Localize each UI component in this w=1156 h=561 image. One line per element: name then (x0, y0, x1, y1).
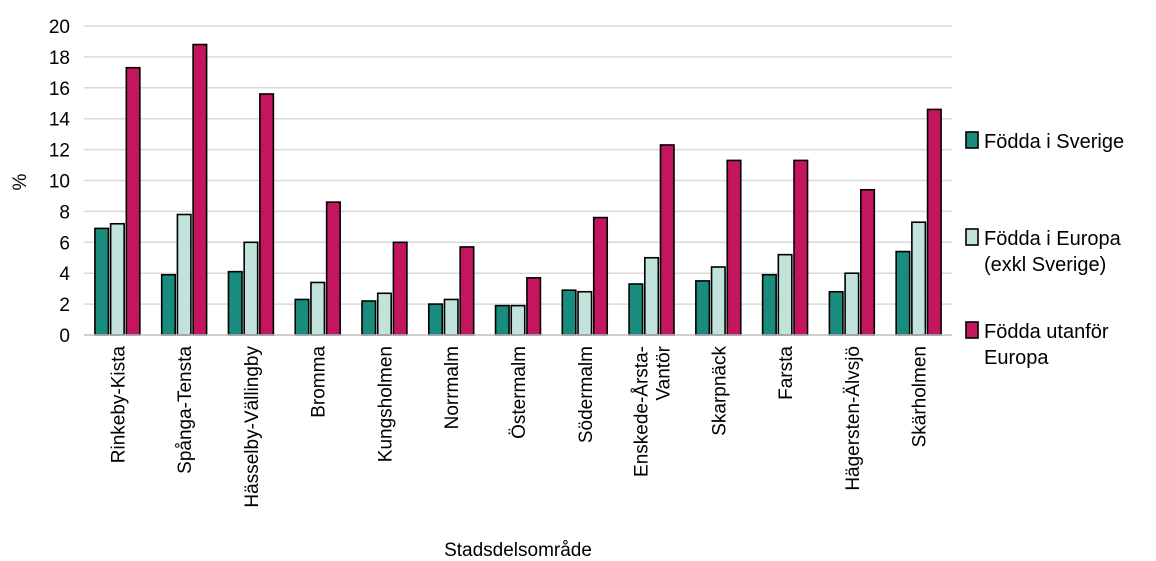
category-label: Skarpnäck (709, 346, 730, 436)
bar (109, 222, 125, 336)
category-label: Hägersten-Älvsjö (843, 346, 864, 491)
bar (844, 272, 860, 336)
category-label: Norrmalm (442, 346, 463, 429)
legend: Födda i Sverige Födda i Europa (exkl Sveri… (965, 131, 1124, 369)
bar (761, 273, 777, 336)
bar (561, 289, 577, 336)
y-tick-label: 16 (49, 79, 70, 100)
bar (510, 304, 526, 336)
y-tick-label: 12 (49, 141, 70, 162)
y-axis-title: % (10, 173, 31, 190)
category-label: Vantör (654, 345, 675, 400)
bar (294, 298, 310, 336)
bar (494, 304, 510, 336)
bar (895, 250, 911, 336)
bar (125, 66, 141, 336)
bar (859, 188, 876, 336)
bar (376, 292, 393, 336)
y-tick-label: 4 (59, 264, 70, 285)
bar (911, 221, 927, 336)
category-label: Enskede-Årsta- (632, 346, 653, 477)
y-tick-label: 6 (59, 233, 70, 254)
category-label: Södermalm (576, 346, 597, 443)
bar (94, 227, 110, 336)
y-tick-label: 2 (59, 295, 70, 316)
y-tick-label: 0 (59, 326, 70, 347)
x-axis-title: Stadsdelsområde (444, 540, 592, 561)
bar (310, 281, 326, 336)
legend-swatch (965, 228, 979, 246)
bar (777, 253, 793, 336)
bar (443, 298, 459, 336)
bar (628, 283, 644, 336)
category-label: Östermalm (509, 346, 530, 439)
legend-swatch (965, 321, 979, 339)
legend-label: Födda i Europa (984, 228, 1122, 250)
bars (94, 43, 942, 336)
bar (392, 241, 408, 336)
legend-label: Födda i Sverige (984, 131, 1124, 153)
bar (227, 270, 243, 336)
bar (160, 273, 177, 336)
y-tick-label: 8 (59, 202, 70, 223)
y-tick-label: 10 (49, 172, 70, 193)
bar (592, 216, 609, 336)
y-tick-label: 20 (49, 17, 70, 38)
legend-label: (exkl Sverige) (984, 254, 1106, 276)
category-label: Spånga-Tensta (175, 346, 196, 474)
category-label: Skärholmen (910, 346, 931, 447)
grid-lines (84, 25, 952, 305)
category-label: Kungsholmen (375, 346, 396, 462)
bar (577, 290, 593, 336)
y-tick-label: 18 (49, 48, 70, 69)
bar (459, 246, 475, 336)
bar (710, 266, 726, 336)
bar (643, 256, 660, 336)
legend-label: Europa (984, 347, 1049, 369)
category-label: Rinkeby-Kista (108, 346, 129, 464)
bar (659, 144, 675, 336)
category-label: Hässelby-Vällingby (242, 346, 263, 508)
category-label: Bromma (309, 346, 330, 418)
bar (325, 201, 341, 336)
category-label: Farsta (776, 346, 797, 400)
legend-label: Födda utanför (984, 321, 1109, 343)
legend-swatch (965, 131, 979, 149)
bar (926, 108, 942, 336)
y-axis-ticks: 0 2 4 6 8 10 12 14 16 18 20 (49, 17, 71, 347)
bar (259, 93, 275, 336)
bar (361, 300, 377, 336)
bar (726, 159, 742, 336)
bar (427, 303, 444, 336)
bar (526, 277, 542, 336)
bar (828, 290, 844, 336)
bar (176, 213, 192, 336)
bar (793, 159, 809, 336)
y-tick-label: 14 (49, 110, 71, 131)
bar (695, 280, 711, 336)
bar (192, 43, 208, 336)
bar (243, 241, 259, 336)
category-labels: Rinkeby-Kista Spånga-Tensta Hässelby-Välli… (108, 345, 930, 507)
